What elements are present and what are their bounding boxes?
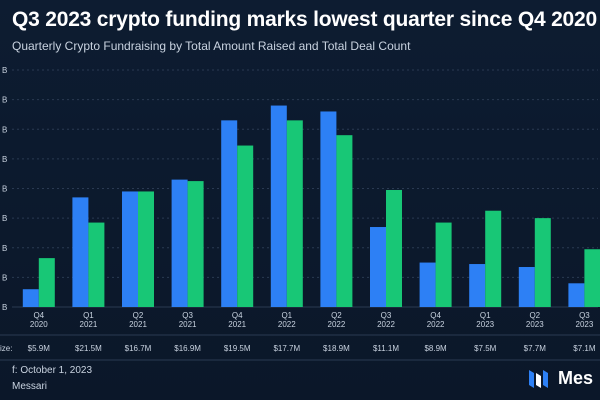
x-tick-year: 2023 — [526, 320, 544, 329]
x-tick-quarter: Q4 — [430, 311, 441, 320]
avg-deal-size-value: $16.9M — [174, 344, 201, 353]
avg-deal-size-value: $19.5M — [224, 344, 251, 353]
y-tick-layer: B B B B B B B B B — [2, 66, 7, 312]
deal-count-bar — [534, 218, 551, 307]
amount-bar — [22, 289, 39, 307]
y-tick-label: B — [2, 244, 7, 253]
amount-bar — [568, 283, 585, 307]
avg-deal-size-value: $11.1M — [373, 344, 399, 353]
brand-name: Mes — [558, 367, 594, 388]
deal-count-bar — [386, 189, 402, 307]
avg-deal-size-value: $18.9M — [323, 344, 350, 353]
avg-deal-size-label: ize: — [0, 344, 12, 353]
x-tick-year: 2021 — [179, 320, 197, 329]
y-tick-label: B — [2, 303, 7, 312]
amount-bar — [370, 227, 386, 307]
avg-deal-size-value: $5.9M — [28, 344, 51, 353]
amount-bar — [171, 179, 188, 307]
y-tick-label: B — [2, 96, 7, 105]
x-tick-quarter: Q1 — [281, 311, 292, 320]
x-tick-year: 2020 — [30, 320, 48, 329]
x-tick-year: 2023 — [576, 320, 594, 329]
deal-count-bar — [584, 249, 600, 307]
deal-count-bar — [88, 222, 105, 307]
avg-deal-size-row: ize: $5.9M $21.5M $16.7M $16.9M $19.5M $17.7M $… — [0, 334, 600, 361]
x-tick-year: 2022 — [377, 320, 395, 329]
x-tick-quarter: Q2 — [331, 311, 342, 320]
y-tick-label: B — [2, 185, 7, 194]
amount-bar — [469, 264, 486, 307]
amount-bar — [270, 105, 287, 307]
x-tick-year: 2022 — [278, 320, 296, 329]
deal-count-bar — [138, 191, 154, 307]
avg-deal-size-value: $17.7M — [273, 344, 300, 353]
deal-count-bar — [485, 210, 502, 307]
avg-deal-size-value: $7.7M — [524, 344, 547, 353]
x-tick-year: 2022 — [427, 320, 445, 329]
avg-deal-size-value: $21.5M — [75, 344, 102, 353]
x-tick-quarter: Q3 — [182, 311, 193, 320]
x-tick-quarter: Q1 — [480, 311, 491, 320]
y-tick-label: B — [2, 66, 7, 75]
avg-deal-size-value: $7.1M — [573, 344, 596, 353]
amount-bar — [518, 267, 535, 307]
deal-count-bar — [435, 222, 452, 307]
avg-deal-size-value: $16.7M — [125, 344, 152, 353]
deal-count-bar — [286, 120, 303, 307]
y-tick-label: B — [2, 214, 7, 223]
amount-bar — [221, 120, 238, 307]
amount-bar — [320, 111, 337, 307]
source-label: Messari — [12, 381, 48, 392]
x-tick-quarter: Q4 — [232, 311, 243, 320]
deal-count-bar — [38, 258, 55, 307]
x-tick-quarter: Q2 — [529, 311, 540, 320]
as-of-date: f: October 1, 2023 — [12, 365, 93, 376]
messari-logo: Mes — [528, 366, 593, 390]
x-tick-year: 2023 — [476, 320, 494, 329]
x-tick-quarter: Q1 — [83, 311, 94, 320]
y-tick-label: B — [2, 125, 7, 134]
y-tick-label: B — [2, 155, 7, 164]
messari-logo-icon — [529, 370, 548, 388]
y-tick-label: B — [2, 273, 7, 282]
x-tick-quarter: Q2 — [133, 311, 144, 320]
x-tick-quarter: Q3 — [381, 311, 392, 320]
avg-deal-size-value: $7.5M — [474, 344, 497, 353]
x-tick-quarter: Q4 — [33, 311, 44, 320]
x-tick-year: 2021 — [228, 320, 246, 329]
deal-count-bar — [237, 145, 254, 307]
x-tick-year: 2021 — [129, 320, 147, 329]
x-tick-quarter: Q3 — [579, 311, 590, 320]
x-tick-layer: Q42020Q12021Q22021Q32021Q42021Q12022Q220… — [30, 311, 594, 329]
amount-bar — [72, 197, 89, 307]
chart-subtitle: Quarterly Crypto Fundraising by Total Am… — [12, 39, 411, 53]
bar-layer — [22, 105, 600, 307]
x-tick-year: 2021 — [80, 320, 98, 329]
deal-count-bar — [336, 135, 353, 307]
x-tick-year: 2022 — [328, 320, 346, 329]
amount-bar — [122, 191, 138, 307]
deal-count-bar — [187, 181, 204, 307]
chart-title: Q3 2023 crypto funding marks lowest quar… — [12, 8, 597, 31]
avg-deal-size-value: $8.9M — [424, 344, 447, 353]
amount-bar — [419, 262, 436, 307]
